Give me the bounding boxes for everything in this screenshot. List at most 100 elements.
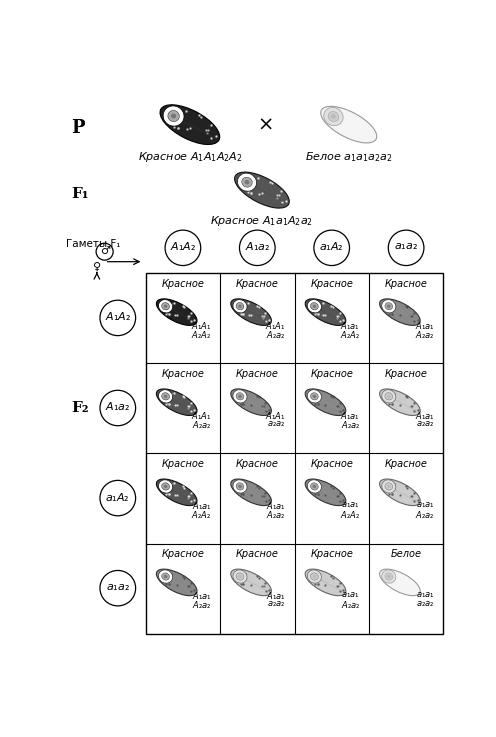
Ellipse shape [162,303,170,310]
Ellipse shape [162,483,170,490]
Ellipse shape [159,480,173,493]
Ellipse shape [238,575,242,579]
Ellipse shape [236,483,244,490]
Text: $A₁A₁$: $A₁A₁$ [191,410,211,421]
Text: $A₁a₁$: $A₁a₁$ [415,320,434,331]
Text: $A₁a₂$: $A₁a₂$ [245,240,270,252]
Bar [146,273,443,634]
Text: Белое: Белое [391,549,422,559]
Text: $A₁a₁$: $A₁a₁$ [340,320,360,331]
Ellipse shape [310,303,318,310]
Ellipse shape [231,569,271,595]
Ellipse shape [171,113,176,119]
Text: Красное $A_1A_1A_2A_2$: Красное $A_1A_1A_2A_2$ [137,150,242,164]
Text: $A₁a₁$: $A₁a₁$ [191,500,211,511]
Text: Красное: Красное [236,279,279,289]
Text: Красное: Красное [310,368,353,379]
Ellipse shape [164,304,167,308]
Ellipse shape [382,300,396,313]
Ellipse shape [156,389,197,416]
Ellipse shape [238,304,242,308]
Ellipse shape [387,575,390,579]
Ellipse shape [308,480,321,493]
Ellipse shape [231,479,271,506]
Text: $A₁a₁$: $A₁a₁$ [191,590,211,601]
Text: $a₁a₂$: $a₁a₂$ [394,241,418,251]
Ellipse shape [310,573,318,580]
Text: Красное: Красное [310,459,353,469]
Text: Красное: Красное [236,549,279,559]
Ellipse shape [379,298,420,326]
Ellipse shape [321,106,377,143]
Ellipse shape [245,180,249,184]
Ellipse shape [382,570,396,583]
Ellipse shape [236,573,244,580]
Text: $a₂a₂$: $a₂a₂$ [267,599,286,608]
Ellipse shape [379,569,420,595]
Ellipse shape [379,479,420,506]
Ellipse shape [308,390,321,403]
Ellipse shape [238,485,242,488]
Ellipse shape [233,570,247,583]
Ellipse shape [238,173,256,191]
Ellipse shape [164,485,167,488]
Text: Гаметы F₁: Гаметы F₁ [66,239,121,249]
Ellipse shape [236,303,244,310]
Text: F₁: F₁ [71,187,89,201]
Ellipse shape [164,575,167,579]
Ellipse shape [387,485,390,488]
Ellipse shape [156,569,197,595]
Ellipse shape [235,172,289,208]
Ellipse shape [231,389,271,416]
Ellipse shape [328,111,339,122]
Text: $A₁a₂$: $A₁a₂$ [105,400,130,413]
Text: Красное: Красное [310,549,353,559]
Ellipse shape [385,393,393,400]
Text: $A₂a₂$: $A₂a₂$ [192,419,211,430]
Text: Красное: Красное [162,459,204,469]
Text: $a₂a₂$: $a₂a₂$ [267,419,286,428]
Text: F₂: F₂ [71,402,89,416]
Ellipse shape [160,105,220,144]
Text: Красное $A_1a_1A_2a_2$: Красное $A_1a_1A_2a_2$ [210,214,313,228]
Text: P: P [71,119,85,138]
Text: Красное: Красное [162,549,204,559]
Ellipse shape [233,390,247,403]
Ellipse shape [382,390,396,403]
Ellipse shape [312,485,316,488]
Ellipse shape [238,395,242,398]
Ellipse shape [379,389,420,416]
Ellipse shape [387,304,390,308]
Ellipse shape [312,575,316,579]
Text: $a₁a₂$: $a₁a₂$ [106,581,130,592]
Text: $A₂A₂$: $A₂A₂$ [340,509,360,520]
Text: Красное: Красное [385,459,428,469]
Ellipse shape [312,395,316,398]
Ellipse shape [168,111,180,122]
Ellipse shape [305,479,346,506]
Ellipse shape [164,395,167,398]
Text: Красное: Красное [236,459,279,469]
Text: $A₂a₂$: $A₂a₂$ [192,599,211,610]
Text: Красное: Красное [385,368,428,379]
Text: $A₂A₂$: $A₂A₂$ [340,329,360,340]
Ellipse shape [387,395,390,398]
Text: $A₂a₂$: $A₂a₂$ [415,329,434,340]
Ellipse shape [310,483,318,490]
Text: $A₁a₁$: $A₁a₁$ [266,590,286,601]
Ellipse shape [163,106,184,126]
Text: $a₂a₂$: $a₂a₂$ [416,419,434,428]
Text: $A₁a₁$: $A₁a₁$ [415,410,434,421]
Text: Красное: Красное [162,368,204,379]
Text: $a₁A₂$: $a₁A₂$ [319,240,344,252]
Ellipse shape [382,480,396,493]
Ellipse shape [159,390,173,403]
Ellipse shape [156,298,197,326]
Ellipse shape [159,570,173,583]
Text: Белое $a_1a_1a_2a_2$: Белое $a_1a_1a_2a_2$ [305,150,393,164]
Ellipse shape [312,304,316,308]
Text: $a₂a₂$: $a₂a₂$ [416,599,434,608]
Ellipse shape [159,300,173,313]
Text: $a₁a₁$: $a₁a₁$ [341,500,360,509]
Ellipse shape [385,573,393,580]
